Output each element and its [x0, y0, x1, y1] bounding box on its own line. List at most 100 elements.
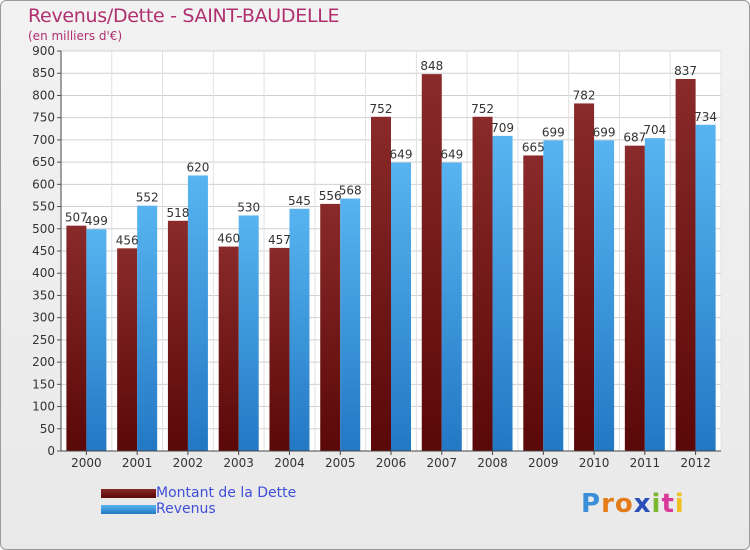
bar-value-label: 530 — [237, 200, 260, 214]
bar-debt-2003 — [218, 246, 239, 451]
y-tick-label: 200 — [32, 355, 55, 369]
chart-subtitle: (en milliers d'€) — [28, 29, 123, 43]
x-tick-label: 2008 — [477, 456, 508, 470]
bar-debt-2010 — [574, 103, 595, 451]
bar-debt-2011 — [624, 145, 645, 451]
y-tick-label: 600 — [32, 177, 55, 191]
bar-value-label: 704 — [643, 123, 666, 137]
bar-value-label: 665 — [522, 140, 545, 154]
x-tick-label: 2009 — [528, 456, 559, 470]
bar-value-label: 456 — [116, 233, 139, 247]
bar-value-label: 649 — [390, 148, 413, 162]
logo-letter: r — [601, 489, 615, 519]
bar-value-label: 709 — [491, 121, 514, 135]
chart-title: Revenus/Dette - SAINT-BAUDELLE — [28, 5, 340, 27]
x-tick-label: 2007 — [426, 456, 457, 470]
bar-revenue-2009 — [543, 140, 564, 452]
bar-debt-2008 — [472, 116, 493, 452]
y-tick-label: 350 — [32, 288, 55, 302]
bar-revenue-2007 — [441, 162, 462, 452]
bar-value-label: 782 — [573, 88, 596, 102]
proxiti-logo: Proxiti — [581, 489, 685, 519]
bar-value-label: 556 — [319, 189, 342, 203]
bar-value-label: 518 — [166, 206, 189, 220]
y-tick-label: 800 — [32, 88, 55, 102]
bar-debt-2001 — [117, 248, 138, 451]
bar-debt-2006 — [371, 116, 391, 452]
bar-value-label: 507 — [65, 211, 88, 225]
bar-value-label: 457 — [268, 233, 291, 247]
y-tick-label: 0 — [47, 444, 55, 458]
bar-value-label: 699 — [542, 125, 565, 139]
x-tick-label: 2003 — [223, 456, 254, 470]
bar-value-label: 752 — [471, 102, 494, 116]
logo-letter: t — [661, 489, 675, 519]
bar-debt-2012 — [675, 79, 696, 451]
legend-swatch-debt — [101, 489, 156, 498]
bar-revenue-2002 — [187, 175, 208, 451]
bar-revenue-2012 — [695, 124, 716, 452]
x-tick-label: 2010 — [579, 456, 610, 470]
bar-debt-2000 — [66, 225, 87, 451]
legend-label-debt: Montant de la Dette — [156, 485, 297, 501]
x-tick-label: 2004 — [274, 456, 305, 470]
bar-revenue-2006 — [391, 162, 411, 452]
bar-value-label: 620 — [186, 160, 209, 174]
y-tick-label: 150 — [32, 377, 55, 391]
bar-debt-2007 — [421, 74, 442, 451]
x-tick-label: 2011 — [630, 456, 661, 470]
y-tick-label: 300 — [32, 311, 55, 325]
x-tick-label: 2012 — [680, 456, 711, 470]
bar-debt-2002 — [167, 220, 188, 451]
logo-letter: x — [633, 489, 652, 519]
x-tick-label: 2002 — [173, 456, 204, 470]
bar-revenue-2010 — [594, 140, 615, 452]
legend-label-revenue: Revenus — [156, 501, 216, 517]
y-tick-label: 650 — [32, 155, 55, 169]
bar-revenue-2000 — [86, 229, 107, 451]
bar-value-label: 545 — [288, 194, 311, 208]
y-tick-label: 250 — [32, 333, 55, 347]
bar-value-label: 848 — [420, 59, 443, 73]
bar-revenue-2011 — [644, 138, 665, 451]
y-tick-label: 700 — [32, 133, 55, 147]
x-tick-label: 2006 — [376, 456, 407, 470]
y-tick-label: 850 — [32, 66, 55, 80]
y-tick-label: 550 — [32, 200, 55, 214]
bar-revenue-2003 — [238, 215, 259, 451]
y-tick-label: 450 — [32, 244, 55, 258]
x-tick-label: 2005 — [325, 456, 356, 470]
bar-debt-2004 — [269, 247, 290, 451]
logo-letter: i — [674, 489, 685, 519]
bar-revenue-2005 — [340, 198, 361, 451]
y-tick-label: 750 — [32, 111, 55, 125]
bar-value-label: 752 — [370, 102, 393, 116]
logo-letter: i — [651, 489, 662, 519]
bar-debt-2009 — [523, 155, 544, 451]
y-tick-label: 900 — [32, 44, 55, 58]
y-tick-label: 400 — [32, 266, 55, 280]
bar-value-label: 649 — [440, 148, 463, 162]
bar-value-label: 687 — [623, 131, 646, 145]
bar-value-label: 552 — [136, 191, 159, 205]
x-tick-label: 2001 — [122, 456, 153, 470]
legend-swatch-revenue — [101, 505, 156, 514]
y-tick-label: 100 — [32, 400, 55, 414]
logo-letter: P — [581, 489, 602, 519]
bar-revenue-2001 — [137, 205, 158, 451]
bar-revenue-2008 — [492, 135, 513, 451]
bar-value-label: 499 — [85, 214, 108, 228]
bar-debt-2005 — [320, 203, 341, 451]
bar-value-label: 568 — [339, 184, 362, 198]
y-tick-label: 500 — [32, 222, 55, 236]
bar-value-label: 460 — [217, 232, 240, 246]
bar-value-label: 699 — [593, 125, 616, 139]
y-tick-label: 50 — [40, 422, 55, 436]
logo-letter: o — [614, 489, 634, 519]
bar-value-label: 837 — [674, 64, 697, 78]
bar-value-label: 734 — [694, 110, 717, 124]
x-tick-label: 2000 — [71, 456, 102, 470]
bar-revenue-2004 — [289, 208, 310, 451]
